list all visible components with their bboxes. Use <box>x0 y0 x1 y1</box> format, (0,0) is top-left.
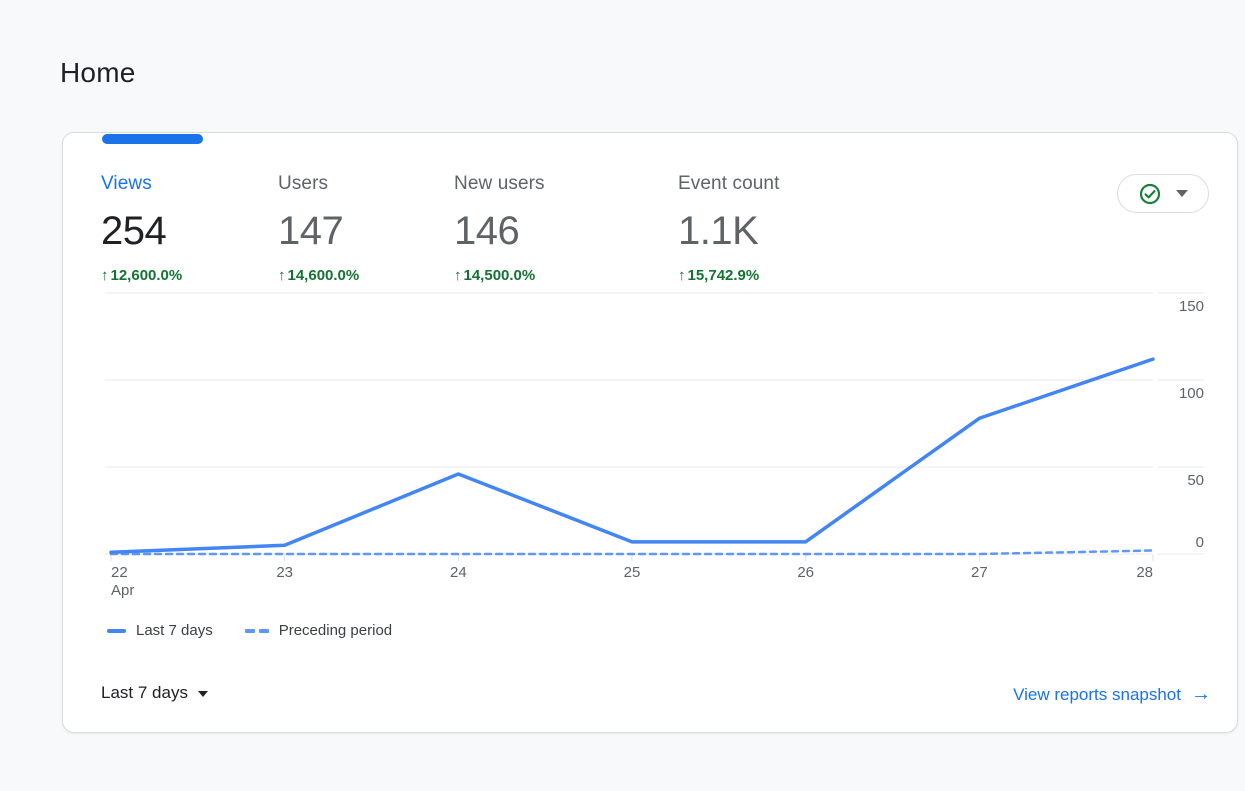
dropdown-arrow-icon <box>197 691 208 697</box>
last-7-days-line-swatch <box>107 628 126 633</box>
up-arrow-icon: ↑ <box>278 267 286 284</box>
metric-delta: ↑ 14,500.0% <box>454 267 536 284</box>
svg-text:22: 22 <box>111 564 128 581</box>
check-circle-icon <box>1139 183 1161 204</box>
home-summary-card: Views 254 ↑ 12,600.0% Users 147 ↑ 14,600.0… <box>62 132 1238 733</box>
chart-legend: Last 7 days Preceding period <box>107 622 392 639</box>
metric-value: 146 <box>454 209 520 253</box>
view-reports-snapshot-link[interactable]: View reports snapshot → <box>1013 683 1211 706</box>
svg-text:0: 0 <box>1196 534 1204 551</box>
up-arrow-icon: ↑ <box>454 267 462 284</box>
metric-label: Event count <box>678 173 780 194</box>
selected-metric-tab-indicator <box>102 134 203 144</box>
preceding-period-dash-swatch <box>244 628 269 633</box>
date-range-selector[interactable]: Last 7 days <box>101 683 208 703</box>
svg-text:23: 23 <box>276 564 293 581</box>
metric-value: 1.1K <box>678 209 759 253</box>
svg-text:25: 25 <box>624 564 641 581</box>
link-label: View reports snapshot <box>1013 684 1181 704</box>
metric-label: New users <box>454 173 545 194</box>
svg-text:28: 28 <box>1136 564 1153 581</box>
svg-text:Apr: Apr <box>111 582 134 599</box>
metric-value: 254 <box>101 209 167 253</box>
metric-label: Users <box>278 173 329 194</box>
metric-label: Views <box>101 173 152 194</box>
metric-delta: ↑ 15,742.9% <box>678 267 760 284</box>
svg-text:100: 100 <box>1179 385 1204 402</box>
page-title: Home <box>60 57 136 88</box>
legend-label-preceding-period: Preceding period <box>278 622 393 639</box>
metric-delta: ↑ 12,600.0% <box>101 267 183 284</box>
metric-tab-new-users[interactable]: New users 146 ↑ 14,500.0% <box>454 173 545 284</box>
svg-text:50: 50 <box>1187 472 1204 489</box>
chevron-down-icon <box>1176 190 1188 197</box>
metric-tab-users[interactable]: Users 147 ↑ 14,600.0% <box>278 173 359 284</box>
data-quality-dropdown-button[interactable] <box>1117 174 1209 213</box>
svg-text:150: 150 <box>1179 298 1204 315</box>
svg-text:24: 24 <box>450 564 467 581</box>
metric-tab-event-count[interactable]: Event count 1.1K ↑ 15,742.9% <box>678 173 779 284</box>
date-range-label: Last 7 days <box>101 683 188 702</box>
up-arrow-icon: ↑ <box>101 267 109 284</box>
metric-delta: ↑ 14,600.0% <box>278 267 360 284</box>
metric-value: 147 <box>278 209 344 253</box>
svg-text:27: 27 <box>971 564 988 581</box>
metric-tab-views[interactable]: Views 254 ↑ 12,600.0% <box>101 173 182 284</box>
legend-label-last-7-days: Last 7 days <box>136 622 213 639</box>
up-arrow-icon: ↑ <box>678 267 686 284</box>
right-arrow-icon: → <box>1191 683 1211 705</box>
svg-text:26: 26 <box>797 564 814 581</box>
